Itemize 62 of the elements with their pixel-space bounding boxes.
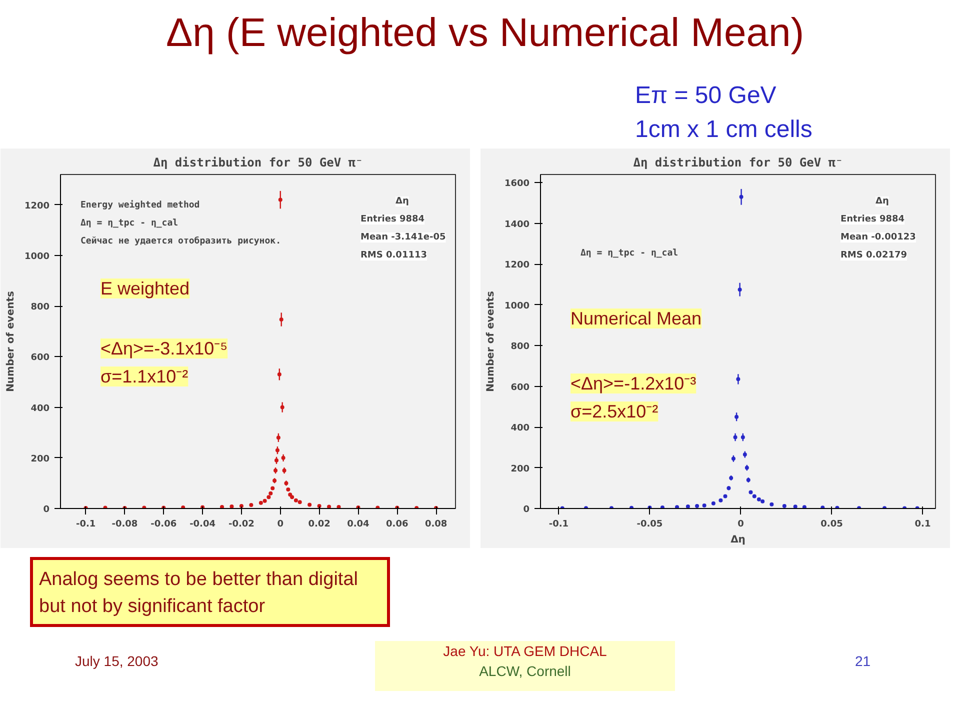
annotation: Mean -0.00123 [840, 232, 916, 242]
annotation: Entries 9884 [360, 214, 425, 224]
x-tick-label: -0.08 [112, 520, 138, 530]
text: July 15, 2003 [75, 652, 158, 671]
chart-title: Δη distribution for 50 GeV π⁻ [633, 156, 843, 170]
annotation: Mean -3.141e-05 [360, 232, 446, 242]
y-axis-title: Number of events [485, 291, 496, 392]
text: 21 [855, 652, 871, 671]
y-tick-label: 1000 [24, 252, 50, 262]
annotation: E weighted [100, 278, 190, 298]
x-tick-label: -0.1 [548, 520, 569, 530]
text: Analog seems to be better than digital but not by significant factor [39, 568, 359, 620]
x-tick-label: -0.06 [150, 520, 177, 530]
annotation: <Δη>=-1.2x10⁻³ [570, 374, 696, 394]
x-tick-label: -0.04 [190, 520, 216, 530]
x-tick-label: 0.05 [820, 520, 843, 530]
text: ALCW, Cornell [479, 663, 571, 679]
annotation: Δη [876, 196, 889, 206]
x-tick-label: 0.1 [914, 520, 931, 530]
y-tick-label: 600 [30, 353, 50, 364]
annotation: Energy weighted method [80, 200, 200, 210]
text: Eπ = 50 GeV [635, 82, 776, 109]
x-tick-label: 0.02 [308, 520, 330, 530]
x-tick-label: -0.05 [636, 520, 663, 530]
text: Jae Yu: UTA GEM DHCAL [443, 643, 607, 659]
text: Δη (E weighted vs Numerical Mean) [166, 10, 804, 57]
annotation: <Δη>=-3.1x10⁻⁵ [100, 338, 228, 358]
x-tick-label: -0.1 [76, 520, 96, 530]
y-axis-title: Number of events [5, 291, 16, 392]
y-tick-label: 1400 [504, 220, 530, 230]
y-tick-label: 400 [30, 404, 50, 414]
annotation: Δη [396, 196, 409, 206]
y-tick-label: 1000 [504, 301, 530, 312]
y-tick-label: 1200 [504, 260, 530, 271]
y-tick-label: 600 [510, 382, 530, 393]
y-tick-label: 800 [510, 342, 530, 352]
annotation: Numerical Mean [570, 308, 702, 328]
x-axis-title: Δη [730, 534, 746, 546]
annotation: Δη = η_tpc - η_cal [580, 248, 678, 258]
y-tick-label: 1600 [504, 179, 530, 190]
text: 1cm x 1 cm cells [635, 116, 812, 144]
y-tick-label: 0 [523, 505, 530, 515]
annotation: RMS 0.01113 [360, 250, 427, 260]
annotation: σ=1.1x10⁻² [100, 366, 188, 386]
y-tick-label: 200 [510, 464, 530, 474]
annotation: Entries 9884 [840, 214, 905, 224]
annotation: RMS 0.02179 [840, 250, 907, 260]
x-tick-label: 0.06 [386, 520, 408, 530]
x-tick-label: 0 [277, 520, 284, 530]
y-tick-label: 800 [30, 302, 50, 313]
x-tick-label: -0.02 [228, 520, 254, 530]
y-tick-label: 200 [30, 454, 50, 464]
x-tick-label: 0 [738, 520, 744, 530]
y-tick-label: 400 [510, 424, 530, 434]
x-tick-label: 0.04 [347, 520, 370, 530]
y-tick-label: 0 [43, 505, 50, 515]
chart-title: Δη distribution for 50 GeV π⁻ [153, 156, 363, 170]
x-tick-label: 0.08 [424, 520, 448, 530]
y-tick-label: 1200 [24, 201, 50, 212]
annotation: Сейчас не удается отобразить рисунок. [80, 236, 281, 246]
annotation: σ=2.5x10⁻² [570, 402, 658, 422]
annotation: Δη = η_tpc - η_cal [80, 218, 178, 228]
